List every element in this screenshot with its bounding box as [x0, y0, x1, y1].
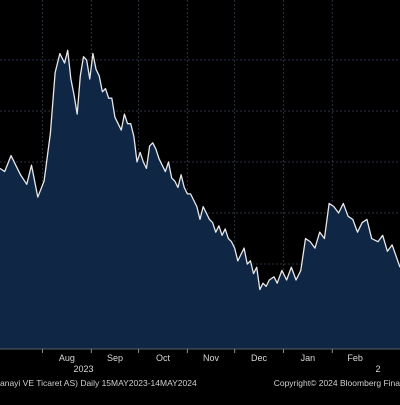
x-axis-ticks: Aug Sep Oct Nov Dec Jan Feb 2023 2 [42, 349, 380, 374]
footer-left-text: anayi VE Ticaret AS) Daily 15MAY2023-14M… [0, 378, 197, 388]
x-tick-label: Aug [59, 353, 75, 363]
x-tick-label: Sep [107, 353, 123, 363]
x-tick-label: Dec [251, 353, 268, 363]
x-year-label: 2023 [73, 364, 93, 374]
x-tick-label: Feb [347, 353, 363, 363]
x-year-label: 2 [375, 364, 380, 374]
footer-copyright-text: Copyright© 2024 Bloomberg Fina [274, 378, 400, 388]
x-tick-label: Nov [203, 353, 220, 363]
area-layer [0, 49, 400, 349]
x-tick-label: Jan [301, 353, 316, 363]
x-tick-label: Oct [156, 353, 171, 363]
series-area [0, 50, 400, 349]
series-line [0, 49, 400, 291]
chart-footer: anayi VE Ticaret AS) Daily 15MAY2023-14M… [0, 378, 400, 388]
